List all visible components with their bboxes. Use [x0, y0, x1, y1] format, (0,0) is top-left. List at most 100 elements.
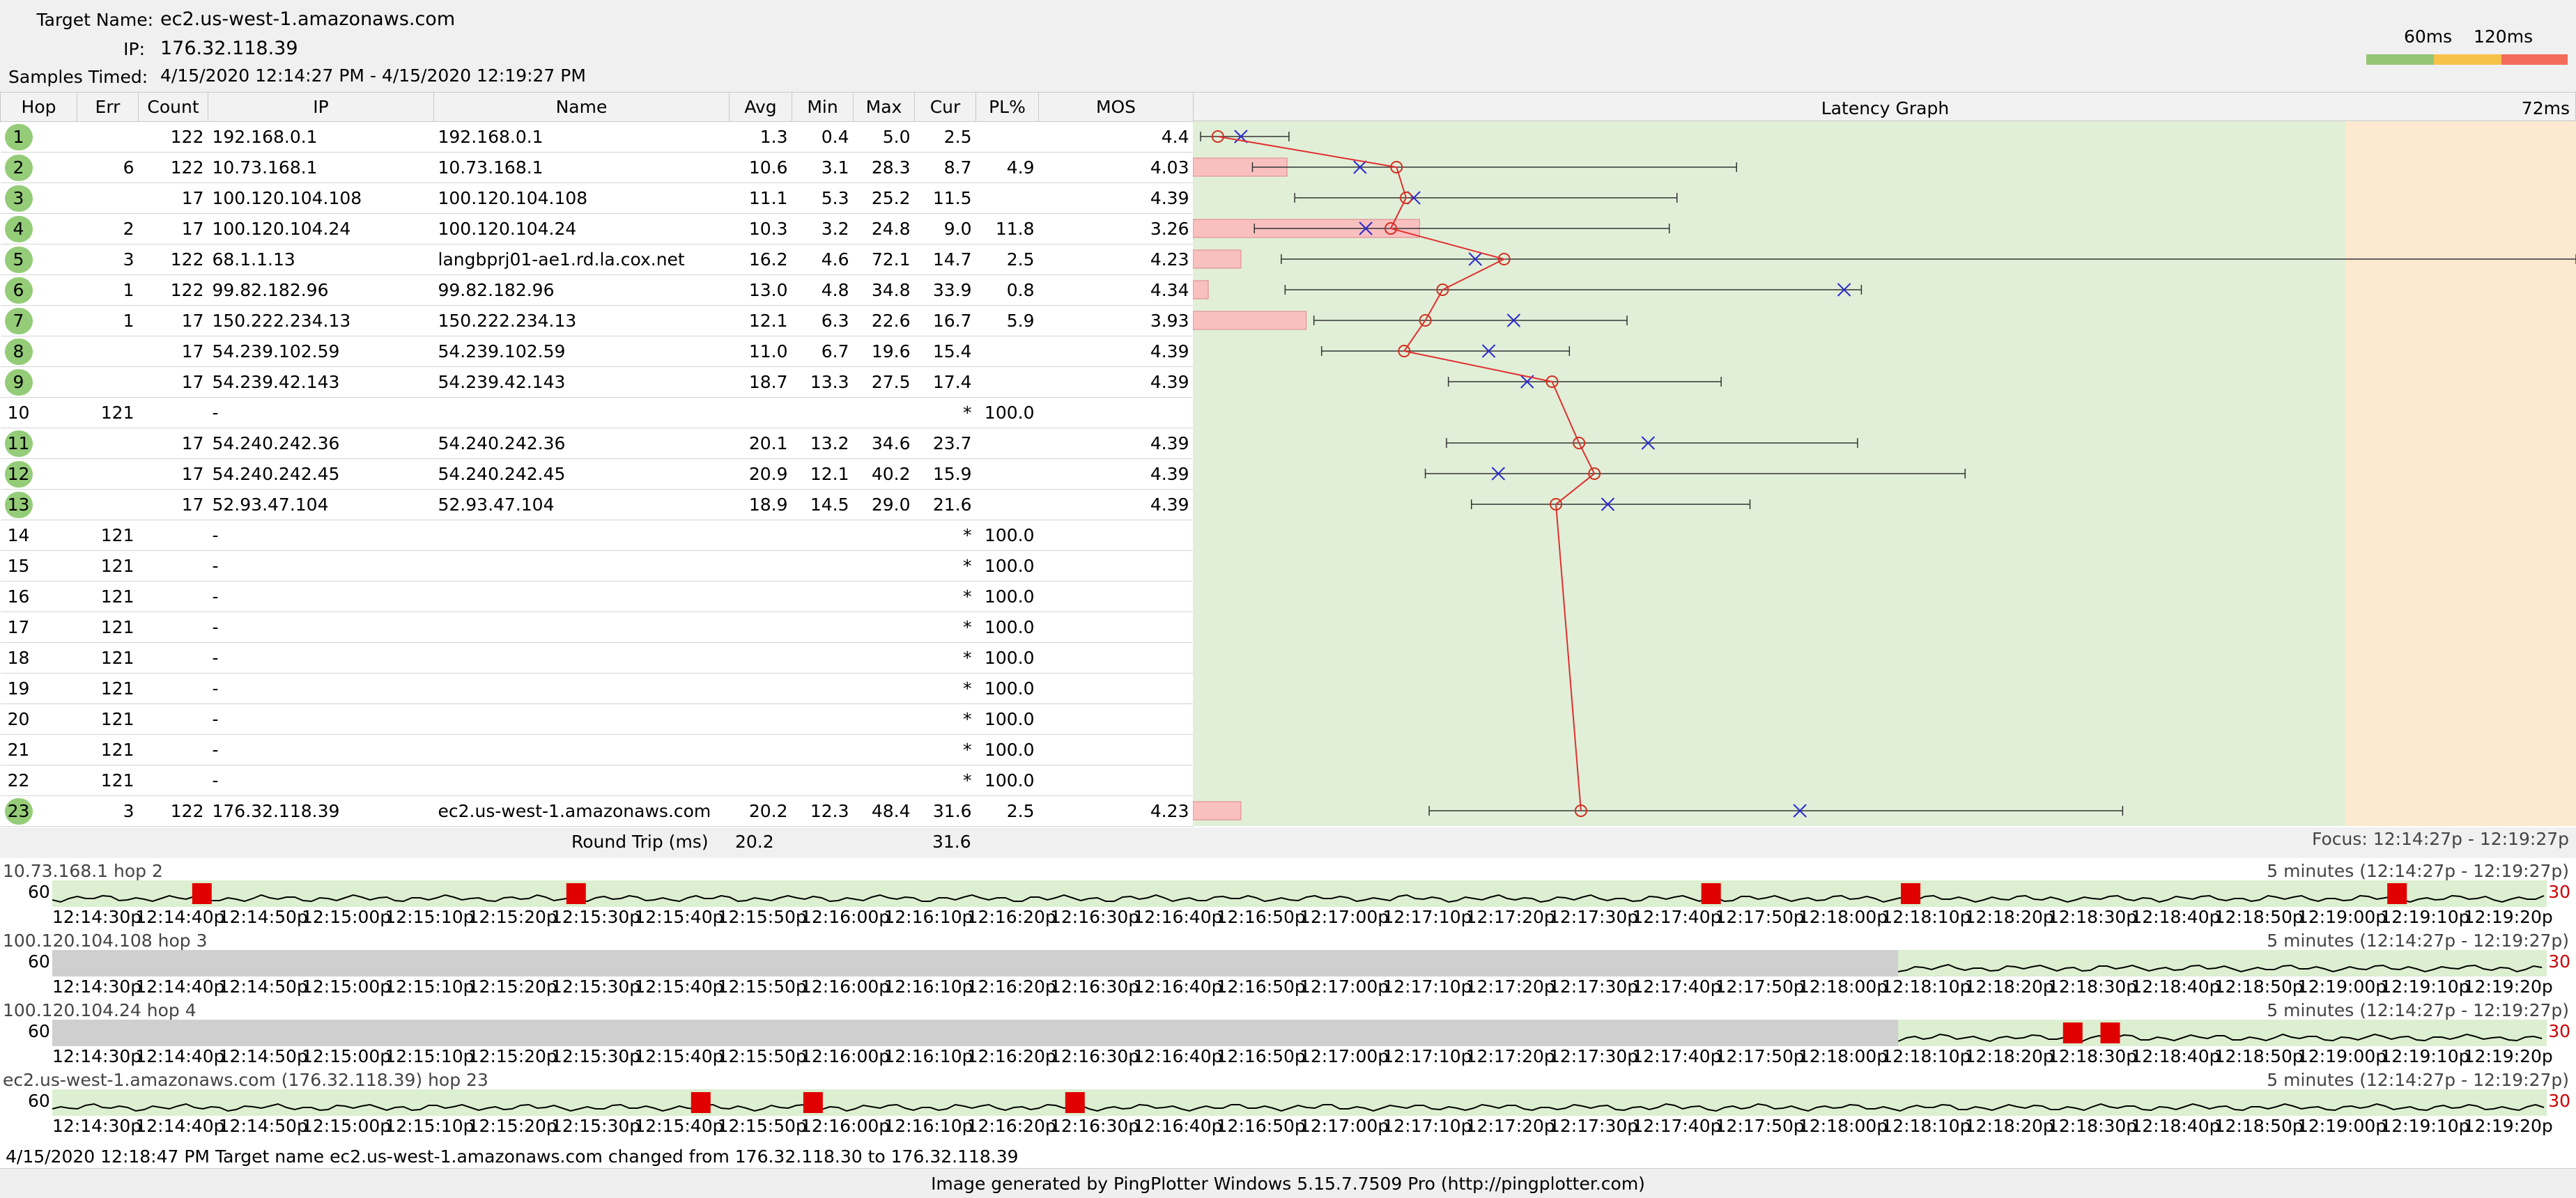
cell-hop: 10 [0, 397, 77, 428]
average-point [1436, 283, 1449, 296]
hop-row[interactable]: 9 17 54.239.42.143 54.239.42.143 18.7 13.3 27.… [0, 366, 1194, 398]
cell-cur: 14.7 [914, 244, 976, 275]
time-graph-scale-right: 30 [2548, 951, 2570, 972]
time-tick-label: 12:18:10p [1881, 977, 1971, 997]
cell-avg: 12.1 [729, 305, 792, 336]
current-marker [1353, 160, 1367, 174]
samples-timed-label: Samples Timed: [8, 67, 148, 87]
time-tick-label: 12:15:10p [385, 1046, 475, 1066]
hop-row[interactable]: 12 17 54.240.242.45 54.240.242.45 20.9 12.1 40… [0, 458, 1194, 490]
hop-row[interactable]: 20 121 - * 100.0 [0, 703, 1194, 735]
time-tick-label: 12:15:40p [634, 977, 724, 997]
time-tick-label: 12:16:20p [966, 1116, 1056, 1136]
time-tick-label: 12:14:40p [135, 907, 225, 927]
time-graph[interactable]: 100.120.104.108 hop 3 5 minutes (12:14:27… [0, 931, 2576, 1000]
time-tick-label: 12:17:40p [1632, 977, 1722, 997]
cell-name: 54.239.42.143 [433, 366, 730, 398]
cell-name: ec2.us-west-1.amazonaws.com [433, 795, 730, 827]
time-tick-label: 12:16:20p [966, 1046, 1056, 1066]
cell-cur: * [914, 612, 976, 643]
hop-row[interactable]: 13 17 52.93.47.104 52.93.47.104 18.9 14.5 29.0… [0, 489, 1194, 520]
hop-row[interactable]: 3 17 100.120.104.108 100.120.104.108 11.1 5.3… [0, 182, 1194, 214]
scale-label-120: 120ms [2474, 26, 2533, 47]
cell-avg: 10.6 [729, 152, 792, 183]
cell-hop: 22 [0, 765, 77, 796]
cell-min: 12.3 [792, 795, 854, 827]
cell-avg: 11.0 [729, 336, 792, 367]
time-graph-title: 100.120.104.108 hop 3 [3, 931, 208, 951]
hop-row[interactable]: 1 122 192.168.0.1 192.168.0.1 1.3 0.4 5.0 2.5 4.… [0, 121, 1194, 153]
time-tick-label: 12:18:20p [1964, 907, 2054, 927]
time-graph[interactable]: 10.73.168.1 hop 2 5 minutes (12:14:27p - … [0, 861, 2576, 931]
cell-avg: 11.1 [729, 182, 792, 214]
hop-row[interactable]: 6 1 122 99.82.182.96 99.82.182.96 13.0 4.8 34.8… [0, 274, 1194, 306]
cell-pl: 100.0 [975, 550, 1039, 582]
col-hop[interactable]: Hop [0, 92, 77, 122]
cell-err: 121 [77, 550, 139, 582]
col-mos[interactable]: MOS [1038, 92, 1194, 122]
cell-err: 3 [77, 244, 139, 275]
time-tick-label: 12:17:30p [1549, 1116, 1639, 1136]
hop-row[interactable]: 22 121 - * 100.0 [0, 765, 1194, 796]
cell-mos: 3.93 [1038, 305, 1194, 336]
hop-row[interactable]: 5 3 122 68.1.1.13 langbprj01-ae1.rd.la.cox.n… [0, 244, 1194, 275]
time-tick-label: 12:15:20p [468, 977, 557, 997]
cell-count [138, 703, 208, 735]
cell-cur: 21.6 [914, 489, 976, 520]
hop-row[interactable]: 10 121 - * 100.0 [0, 397, 1194, 428]
cell-avg [729, 703, 792, 735]
hop-row[interactable]: 4 2 17 100.120.104.24 100.120.104.24 10.3 3.2 2… [0, 213, 1194, 244]
col-avg[interactable]: Avg [729, 92, 792, 122]
cell-pl [975, 366, 1039, 398]
col-name[interactable]: Name [433, 92, 730, 122]
time-graph[interactable]: ec2.us-west-1.amazonaws.com (176.32.118.… [0, 1070, 2576, 1139]
average-point [1588, 467, 1601, 480]
hop-row[interactable]: 14 121 - * 100.0 [0, 520, 1194, 551]
col-err[interactable]: Err [77, 92, 139, 122]
hop-row[interactable]: 15 121 - * 100.0 [0, 550, 1194, 582]
time-graph[interactable]: 100.120.104.24 hop 4 5 minutes (12:14:27p… [0, 1000, 2576, 1070]
hop-row[interactable]: 8 17 54.239.102.59 54.239.102.59 11.0 6.7 19.6… [0, 336, 1194, 367]
col-min[interactable]: Min [792, 92, 854, 122]
hop-row[interactable]: 16 121 - * 100.0 [0, 581, 1194, 612]
hop-row[interactable]: 17 121 - * 100.0 [0, 612, 1194, 643]
time-tick-label: 12:17:00p [1299, 977, 1389, 997]
target-name-value: ec2.us-west-1.amazonaws.com [160, 8, 456, 30]
cell-name [433, 673, 730, 704]
latency-trace [1897, 1033, 2543, 1043]
cell-err: 121 [77, 765, 139, 796]
col-ip[interactable]: IP [208, 92, 434, 122]
hop-row[interactable]: 21 121 - * 100.0 [0, 734, 1194, 765]
hop-number-badge: 14 [7, 524, 30, 545]
cell-ip: - [208, 612, 434, 643]
cell-mos: 3.26 [1038, 213, 1194, 244]
hop-row[interactable]: 11 17 54.240.242.36 54.240.242.36 20.1 13.2 34… [0, 428, 1194, 459]
hop-row[interactable]: 2 6 122 10.73.168.1 10.73.168.1 10.6 3.1 28.3 8.… [0, 152, 1194, 183]
average-point [1497, 253, 1511, 265]
col-count[interactable]: Count [138, 92, 208, 122]
time-tick-label: 12:19:00p [2297, 1046, 2387, 1066]
latency-graph[interactable]: Latency Graph 72ms [1193, 92, 2576, 858]
time-tick-label: 12:17:20p [1465, 1046, 1555, 1066]
col-max[interactable]: Max [853, 92, 915, 122]
cell-avg: 10.3 [729, 213, 792, 244]
time-tick-label: 12:15:00p [302, 907, 392, 927]
hop-row[interactable]: 18 121 - * 100.0 [0, 642, 1194, 674]
time-tick-label: 12:15:30p [551, 977, 641, 997]
cell-hop: 12 [0, 458, 77, 490]
ip-value: 176.32.118.39 [160, 38, 298, 59]
col-pl[interactable]: PL% [975, 92, 1039, 122]
current-marker [1601, 497, 1615, 511]
time-tick-label: 12:18:40p [2131, 1046, 2221, 1066]
time-tick-label: 12:19:10p [2380, 977, 2470, 997]
col-cur[interactable]: Cur [914, 92, 976, 122]
hop-row[interactable]: 19 121 - * 100.0 [0, 673, 1194, 704]
average-point [1573, 437, 1586, 449]
hop-row[interactable]: 23 3 122 176.32.118.39 ec2.us-west-1.amazona… [0, 795, 1194, 827]
time-tick-label: 12:17:40p [1632, 1046, 1722, 1066]
cell-max [853, 581, 915, 612]
time-tick-label: 12:19:00p [2297, 977, 2387, 997]
average-point [1211, 130, 1224, 143]
hop-number-badge: 7 [4, 307, 33, 334]
hop-row[interactable]: 7 1 17 150.222.234.13 150.222.234.13 12.1 6.3 2… [0, 305, 1194, 336]
